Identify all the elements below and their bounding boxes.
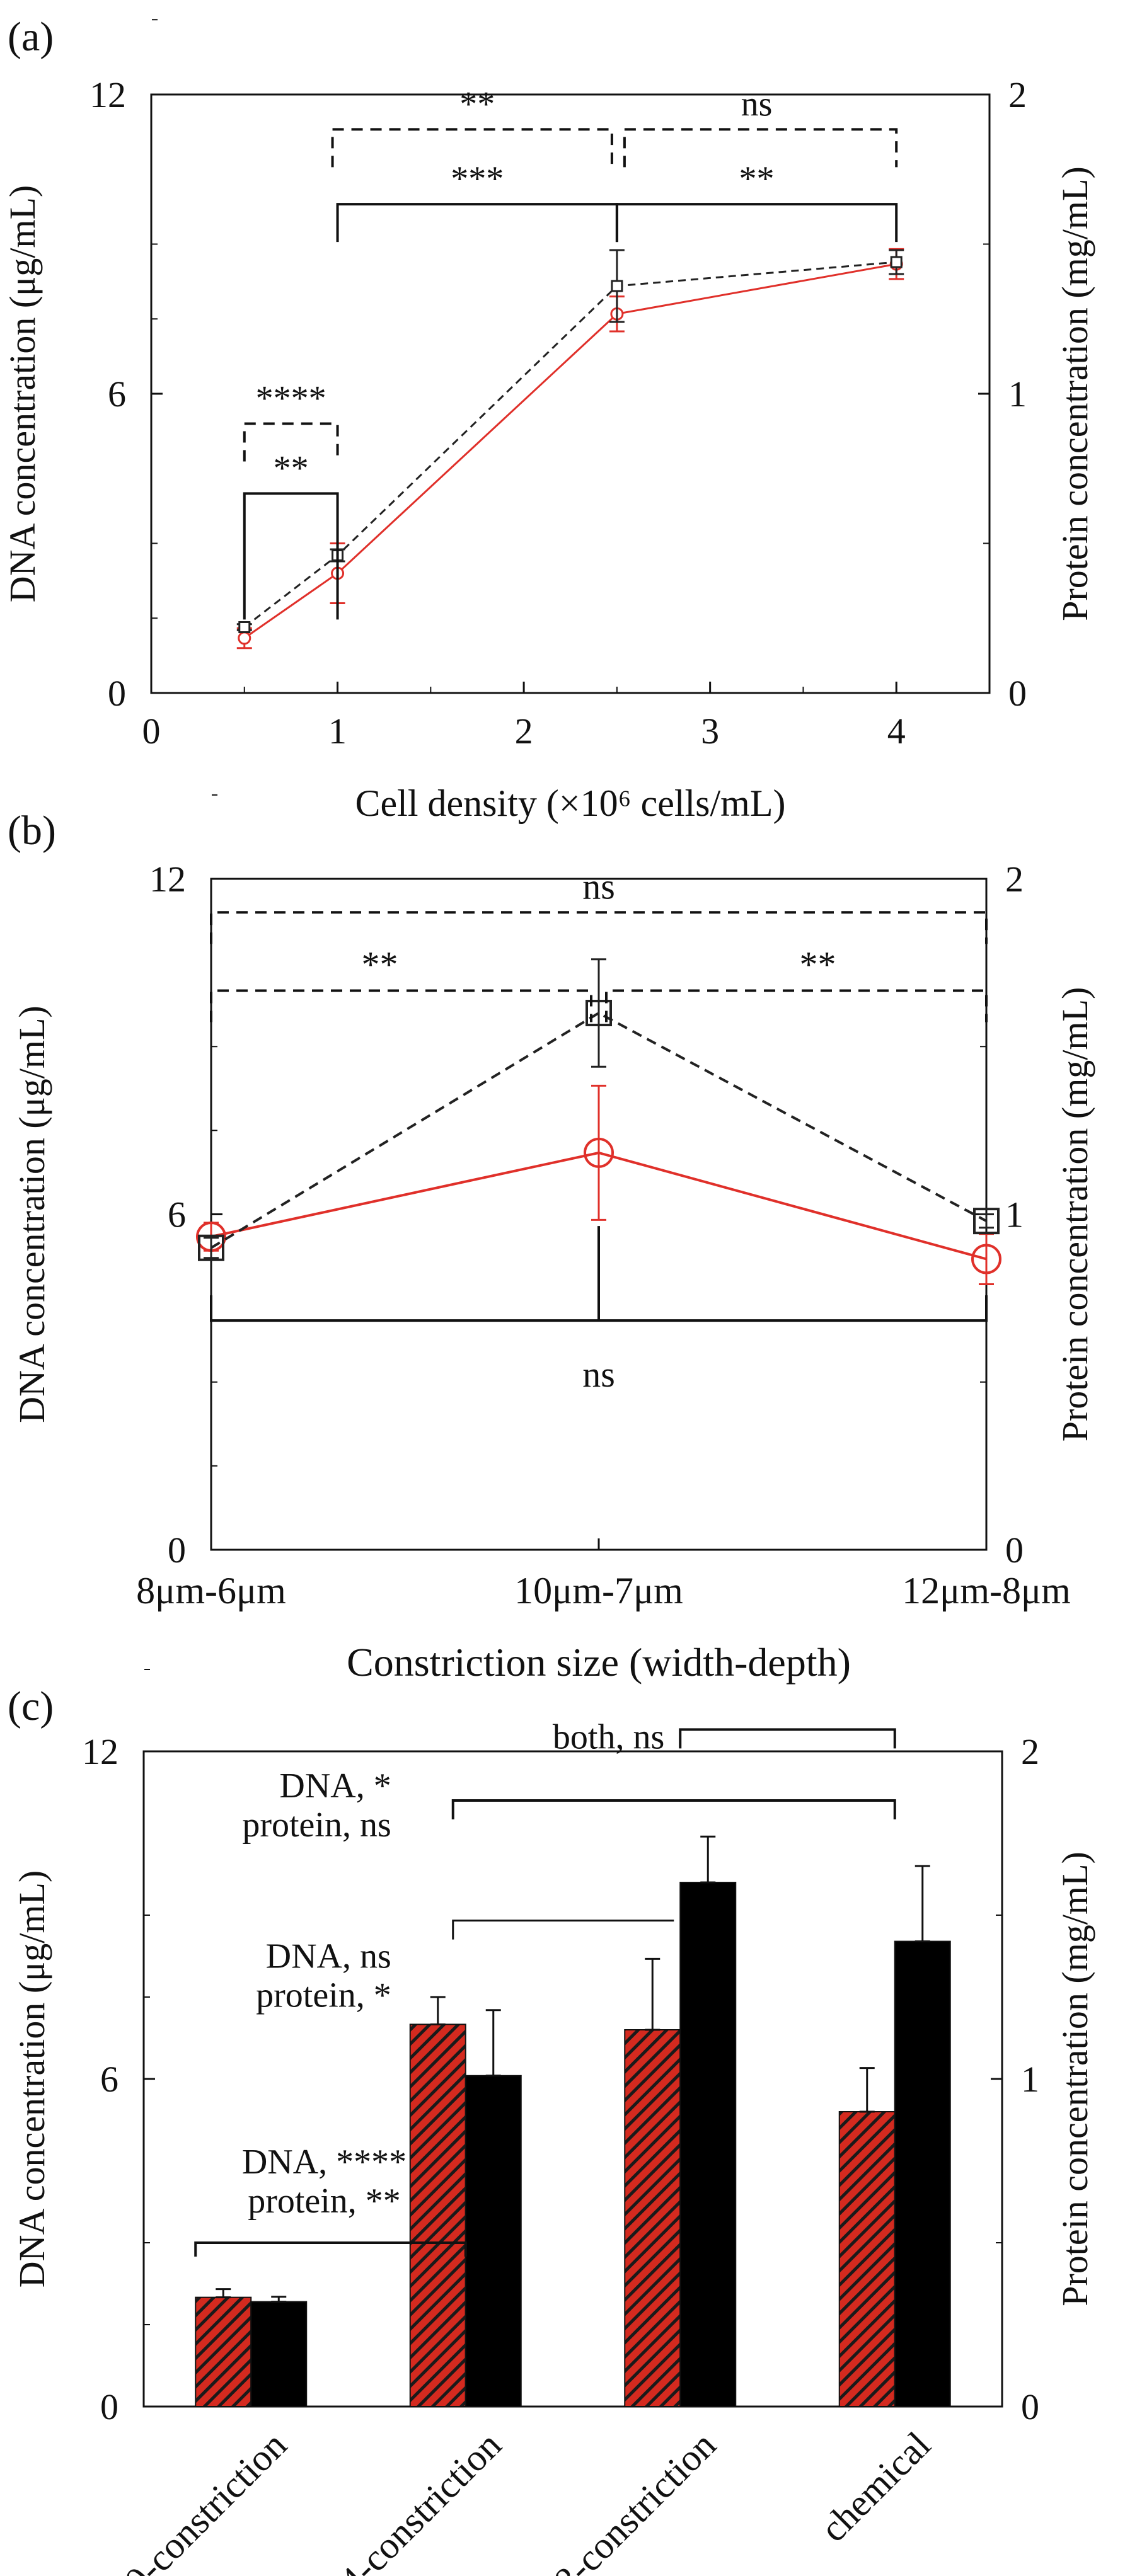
data-point-protein: [611, 280, 623, 292]
significance-bracket: [210, 911, 988, 944]
x-tick-label: 4: [887, 711, 906, 752]
data-point-protein: [973, 1208, 1000, 1235]
x-tick-label: 12μm-8μm: [902, 1570, 1071, 1611]
significance-bracket: [452, 1920, 674, 1940]
x-tick-label: 8μm-6μm: [136, 1570, 286, 1611]
significance-label: protein, *: [256, 1976, 391, 2015]
y-axis-title: DNA concentration (μg/mL): [11, 1870, 52, 2287]
y-tick-label: 0: [168, 1530, 186, 1571]
series-line-protein: [243, 261, 897, 628]
x-tick-label: 8-constriction: [546, 2424, 724, 2576]
x-tick-label: 3: [701, 711, 719, 752]
bar-protein: [250, 2301, 308, 2408]
significance-bracket: [451, 1799, 896, 1819]
significance-label: both, ns: [553, 1717, 664, 1756]
y2-tick-label: 2: [1005, 859, 1024, 900]
significance-label: DNA, ****: [242, 2143, 407, 2182]
y2-axis-title: Protein concentration (mg/mL): [1054, 987, 1095, 1442]
significance-bracket: [605, 989, 988, 1022]
data-point-protein: [586, 1000, 612, 1026]
x-tick-label: 2: [515, 711, 533, 752]
significance-label: DNA, ns: [266, 1937, 391, 1976]
bar-dna: [624, 2029, 681, 2407]
significance-label: protein, ns: [242, 1806, 391, 1845]
significance-label: ***: [451, 159, 504, 198]
significance-label: **: [362, 944, 398, 985]
significance-bracket: [194, 2241, 467, 2257]
series-line-dna: [243, 263, 897, 639]
data-point-dna: [584, 1137, 614, 1168]
significance-label: **: [459, 84, 495, 123]
significance-bracket: [615, 203, 898, 243]
data-point-protein: [198, 1234, 224, 1261]
series-line-protein: [210, 1011, 987, 1249]
significance-bracket: [243, 422, 339, 462]
x-tick-label: 10μm-7μm: [514, 1570, 683, 1611]
x-axis-title: Cell density (×10⁶ cells/mL): [355, 782, 786, 824]
bar-protein: [464, 2075, 522, 2408]
significance-bracket: [679, 1728, 896, 1749]
bar-dna: [409, 2024, 466, 2407]
data-point-protein: [890, 256, 903, 268]
y2-tick-label: 2: [1008, 74, 1027, 115]
panel-label: (a): [8, 14, 54, 60]
significance-bracket: [331, 128, 613, 168]
y2-tick-label: 2: [1021, 1731, 1039, 1772]
significance-label: **: [739, 159, 775, 198]
significance-label: **: [800, 944, 836, 985]
significance-bracket: [210, 1295, 988, 1322]
significance-label: DNA, *: [279, 1766, 391, 1806]
data-point-dna: [238, 631, 251, 645]
y-tick-label: 12: [82, 1731, 118, 1772]
x-tick-label: 1: [328, 711, 347, 752]
significance-label: **: [274, 449, 309, 488]
y2-axis-title: Protein concentration (mg/mL): [1054, 166, 1095, 621]
y2-tick-label: 0: [1005, 1530, 1024, 1571]
significance-label: protein, **: [248, 2182, 401, 2221]
bar-protein: [894, 1940, 951, 2408]
bar-dna: [838, 2111, 896, 2407]
y2-tick-label: 1: [1005, 1194, 1024, 1235]
y2-tick-label: 0: [1021, 2386, 1039, 2427]
y-tick-label: 12: [149, 859, 186, 900]
y-tick-label: 0: [100, 2386, 118, 2427]
x-tick-label: 4-constriction: [332, 2424, 509, 2576]
significance-label: ns: [582, 1354, 615, 1395]
panel-label: (c): [8, 1683, 54, 1729]
data-point-dna: [971, 1244, 1001, 1274]
significance-label: ****: [256, 379, 326, 418]
significance-bracket: [210, 989, 592, 1022]
y-tick-label: 6: [108, 374, 126, 415]
significance-bracket: [623, 128, 898, 168]
significance-bracket: [336, 203, 618, 243]
y-tick-label: 12: [89, 74, 126, 115]
y2-tick-label: 1: [1008, 374, 1027, 415]
y-axis-title: DNA concentration (μg/mL): [2, 185, 43, 602]
bar-protein: [679, 1882, 737, 2407]
data-point-protein: [238, 621, 251, 633]
y2-axis-title: Protein concentration (mg/mL): [1054, 1852, 1095, 2306]
bar-dna: [195, 2296, 252, 2408]
y-axis-title: DNA concentration (μg/mL): [11, 1005, 52, 1423]
y-tick-label: 0: [108, 673, 126, 714]
significance-label: ns: [741, 84, 773, 123]
y-tick-label: 6: [168, 1194, 186, 1235]
y-tick-label: 6: [100, 2059, 118, 2100]
x-tick-label: 0-constriction: [117, 2424, 294, 2576]
panel-label: (b): [8, 808, 56, 854]
x-tick-label: 0: [142, 711, 161, 752]
x-axis-title: Constriction size (width-depth): [347, 1640, 851, 1685]
x-tick-label: chemical: [812, 2424, 938, 2550]
significance-bracket: [243, 492, 339, 620]
y2-tick-label: 1: [1021, 2059, 1039, 2100]
y2-tick-label: 0: [1008, 673, 1027, 714]
significance-label: ns: [582, 866, 615, 907]
